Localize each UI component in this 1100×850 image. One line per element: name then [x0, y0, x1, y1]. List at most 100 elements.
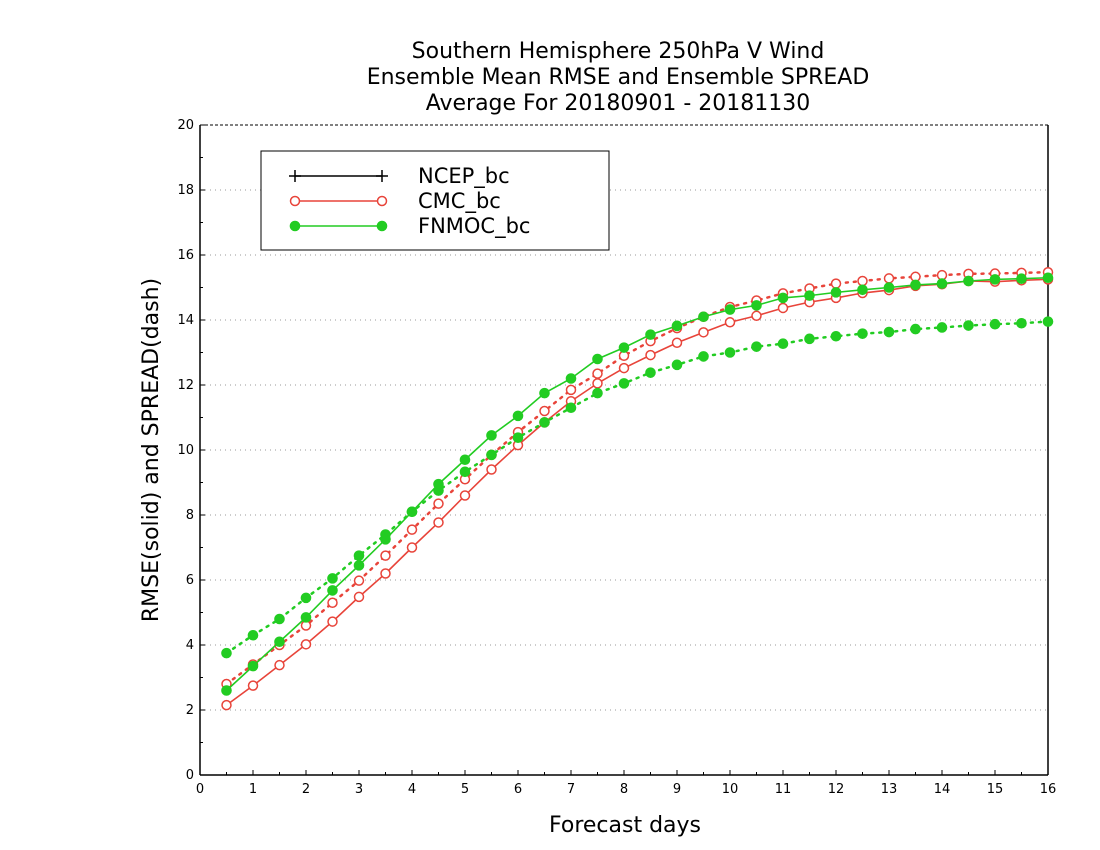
cmc-bc-spread-point [539, 405, 550, 417]
x-tick-label-4: 4 [408, 782, 416, 797]
legend-marker-fnmoc-bc [289, 220, 301, 232]
cmc-bc-spread-point [592, 368, 603, 379]
y-tick-label-18: 18 [177, 183, 194, 198]
fnmoc-bc-rmse-point [989, 274, 1001, 285]
series-cmc-bc [221, 266, 1054, 711]
y-tick-label-14: 14 [177, 313, 194, 328]
fnmoc-bc-spread-point [1016, 317, 1027, 329]
title-line-3: Average For 20180901 - 20181130 [426, 91, 811, 116]
y-tick-label-16: 16 [177, 248, 194, 263]
fnmoc-bc-spread-point [565, 402, 577, 414]
fnmoc-bc-spread-point [751, 341, 762, 352]
fnmoc-bc-spread-point [989, 318, 1001, 330]
fnmoc-bc-spread-point [1042, 316, 1054, 327]
cmc-bc-rmse-point [671, 337, 683, 348]
fnmoc-bc-rmse-point [777, 292, 789, 304]
fnmoc-bc-rmse-point [406, 506, 418, 518]
x-tick-label-1: 1 [249, 782, 257, 797]
fnmoc-bc-rmse-line [225, 276, 1049, 692]
x-tick-label-8: 8 [620, 782, 628, 797]
fnmoc-bc-spread-point [698, 351, 709, 362]
cmc-bc-rmse-point [724, 317, 736, 328]
cmc-bc-rmse-point [459, 490, 471, 501]
cmc-bc-spread-point [565, 384, 577, 396]
legend-item-fnmoc-bc: FNMOC_bc [289, 214, 530, 239]
fnmoc-bc-spread-point [300, 592, 312, 604]
y-tick-label-8: 8 [186, 508, 194, 523]
fnmoc-bc-rmse-point [963, 275, 974, 287]
legend-marker-ncep-bc [289, 170, 301, 182]
cmc-bc-rmse-line [226, 278, 1049, 706]
cmc-bc-rmse-point [300, 639, 312, 650]
fnmoc-bc-rmse-point [1016, 273, 1027, 285]
fnmoc-bc-spread-point [247, 629, 259, 641]
x-tick-label-10: 10 [722, 782, 739, 797]
fnmoc-bc-rmse-point [804, 290, 815, 301]
fnmoc-bc-spread-point [618, 378, 630, 389]
series-fnmoc-bc [221, 272, 1054, 696]
y-tick-label-6: 6 [186, 573, 194, 588]
cmc-bc-rmse-point [645, 349, 656, 361]
grid-lines [200, 189, 1048, 711]
fnmoc-bc-spread-point [512, 432, 524, 443]
title-line-1: Southern Hemisphere 250hPa V Wind [412, 39, 825, 64]
fnmoc-bc-rmse-point [247, 660, 259, 672]
legend-box [260, 150, 610, 251]
fnmoc-bc-rmse-point [618, 342, 630, 353]
legend-item-ncep-bc: NCEP_bc [289, 164, 510, 189]
fnmoc-bc-rmse-point [1042, 272, 1054, 284]
y-tick-label-10: 10 [177, 443, 194, 458]
fnmoc-bc-spread-point [936, 322, 948, 333]
legend-item-cmc-bc: CMC_bc [289, 189, 501, 214]
fnmoc-bc-spread-point [804, 333, 815, 345]
x-axis-ticks: 0 1 2 3 4 5 6 7 8 9 10 11 12 13 14 15 16 [196, 770, 1056, 797]
cmc-bc-rmse-point [698, 327, 709, 338]
fnmoc-bc-rmse-point [459, 454, 471, 466]
title-line-2: Ensemble Mean RMSE and Ensemble SPREAD [367, 65, 870, 90]
fnmoc-bc-rmse-point [380, 534, 391, 545]
x-tick-label-9: 9 [673, 782, 681, 797]
y-tick-label-20: 20 [177, 118, 194, 133]
fnmoc-bc-spread-point [777, 338, 789, 350]
fnmoc-bc-rmse-point [936, 278, 948, 289]
fnmoc-bc-rmse-point [539, 387, 550, 399]
x-tick-label-13: 13 [881, 782, 898, 797]
cmc-bc-spread-point [327, 597, 338, 608]
fnmoc-bc-spread-point [671, 359, 683, 371]
y-tick-label-12: 12 [177, 378, 194, 393]
cmc-bc-rmse-point [486, 464, 497, 475]
x-tick-label-2: 2 [302, 782, 310, 797]
y-tick-label-0: 0 [186, 768, 194, 783]
fnmoc-bc-spread-point [539, 417, 550, 428]
fnmoc-bc-rmse-point [592, 353, 603, 365]
cmc-bc-rmse-point [406, 542, 418, 553]
cmc-bc-rmse-point [353, 591, 365, 603]
fnmoc-bc-rmse-point [698, 311, 709, 323]
fnmoc-bc-rmse-point [565, 373, 577, 384]
x-tick-label-0: 0 [196, 782, 204, 797]
fnmoc-bc-spread-line [225, 320, 1050, 655]
chart-title: Southern Hemisphere 250hPa V WindEnsembl… [367, 39, 870, 116]
fnmoc-bc-rmse-point [353, 560, 365, 571]
x-tick-label-7: 7 [567, 782, 575, 797]
cmc-bc-spread-point [936, 269, 948, 281]
fnmoc-bc-spread-point [857, 328, 868, 339]
fnmoc-bc-rmse-point [724, 304, 736, 315]
fnmoc-bc-rmse-point [486, 430, 497, 441]
fnmoc-bc-spread-point [724, 347, 736, 358]
legend-marker-ncep-bc [376, 170, 388, 182]
cmc-bc-rmse-point [274, 659, 285, 671]
cmc-bc-rmse-point [221, 699, 232, 711]
y-tick-label-4: 4 [186, 638, 194, 653]
fnmoc-bc-spread-point [353, 550, 365, 561]
legend-marker-cmc-bc [376, 195, 388, 207]
fnmoc-bc-rmse-point [830, 287, 842, 298]
x-tick-label-14: 14 [934, 782, 951, 797]
fnmoc-bc-rmse-point [512, 410, 524, 422]
cmc-bc-spread-point [380, 550, 391, 561]
y-tick-label-2: 2 [186, 703, 194, 718]
fnmoc-bc-spread-point [486, 449, 497, 461]
x-tick-label-6: 6 [514, 782, 522, 797]
fnmoc-bc-spread-point [910, 323, 921, 335]
